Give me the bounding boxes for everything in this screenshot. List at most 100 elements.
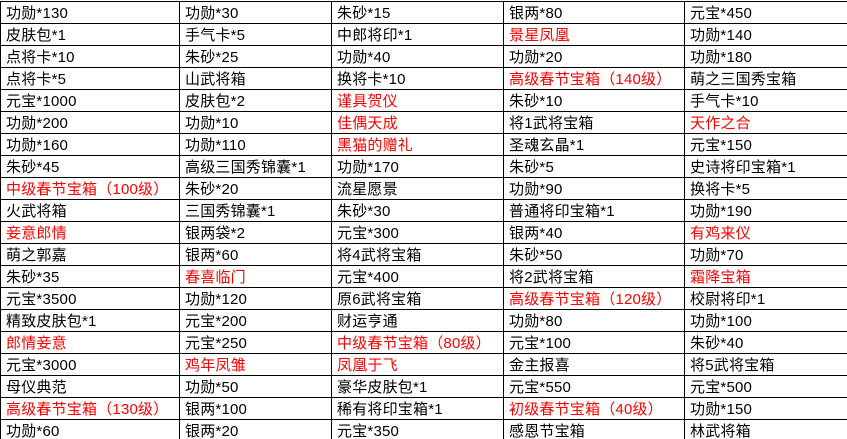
table-cell[interactable]: 母仪典范 xyxy=(0,375,180,398)
table-cell[interactable]: 元宝*100 xyxy=(503,331,685,354)
table-cell[interactable]: 功勋*10 xyxy=(179,111,332,134)
table-cell[interactable]: 将5武将宝箱 xyxy=(684,353,847,376)
table-cell[interactable]: 朱砂*40 xyxy=(684,331,847,354)
table-cell[interactable]: 银两*60 xyxy=(179,243,332,266)
table-cell[interactable]: 功勋*120 xyxy=(179,287,332,310)
table-cell[interactable]: 朱砂*45 xyxy=(0,155,180,178)
table-cell[interactable]: 功勋*90 xyxy=(503,177,685,200)
table-cell[interactable]: 元宝*3000 xyxy=(0,353,180,376)
table-cell[interactable]: 银两*100 xyxy=(179,397,332,420)
table-cell[interactable]: 妾意郎情 xyxy=(0,221,180,244)
table-cell[interactable]: 功勋*160 xyxy=(0,133,180,156)
table-cell[interactable]: 元宝*200 xyxy=(179,309,332,332)
table-cell[interactable]: 元宝*3500 xyxy=(0,287,180,310)
table-cell[interactable]: 元宝*350 xyxy=(331,419,504,439)
table-cell[interactable]: 高级春节宝箱（130级） xyxy=(0,397,180,420)
table-cell[interactable]: 功勋*50 xyxy=(179,375,332,398)
table-cell[interactable]: 财运亨通 xyxy=(331,309,504,332)
table-cell[interactable]: 中郎将印*1 xyxy=(331,23,504,46)
table-cell[interactable]: 元宝*500 xyxy=(684,375,847,398)
table-cell[interactable]: 功勋*20 xyxy=(503,45,685,68)
table-cell[interactable]: 换将卡*10 xyxy=(331,67,504,90)
table-cell[interactable]: 普通将印宝箱*1 xyxy=(503,199,685,222)
table-cell[interactable]: 功勋*30 xyxy=(179,1,332,24)
table-cell[interactable]: 银两*20 xyxy=(179,419,332,439)
table-cell[interactable]: 郎情妾意 xyxy=(0,331,180,354)
table-cell[interactable]: 点将卡*5 xyxy=(0,67,180,90)
table-cell[interactable]: 黑猫的赠礼 xyxy=(331,133,504,156)
table-cell[interactable]: 皮肤包*1 xyxy=(0,23,180,46)
table-cell[interactable]: 功勋*150 xyxy=(684,397,847,420)
table-cell[interactable]: 皮肤包*2 xyxy=(179,89,332,112)
table-cell[interactable]: 功勋*140 xyxy=(684,23,847,46)
table-cell[interactable]: 银两袋*2 xyxy=(179,221,332,244)
table-cell[interactable]: 景星凤凰 xyxy=(503,23,685,46)
table-cell[interactable]: 银两*80 xyxy=(503,1,685,24)
table-cell[interactable]: 鸡年凤雏 xyxy=(179,353,332,376)
table-cell[interactable]: 元宝*250 xyxy=(179,331,332,354)
table-cell[interactable]: 元宝*300 xyxy=(331,221,504,244)
table-cell[interactable]: 功勋*40 xyxy=(331,45,504,68)
table-cell[interactable]: 功勋*190 xyxy=(684,199,847,222)
table-cell[interactable]: 元宝*1000 xyxy=(0,89,180,112)
table-cell[interactable]: 将4武将宝箱 xyxy=(331,243,504,266)
table-cell[interactable]: 功勋*100 xyxy=(684,309,847,332)
table-cell[interactable]: 朱砂*5 xyxy=(503,155,685,178)
table-cell[interactable]: 中级春节宝箱（100级） xyxy=(0,177,180,200)
table-cell[interactable]: 火武将箱 xyxy=(0,199,180,222)
table-cell[interactable]: 将1武将宝箱 xyxy=(503,111,685,134)
table-cell[interactable]: 元宝*550 xyxy=(503,375,685,398)
table-cell[interactable]: 精致皮肤包*1 xyxy=(0,309,180,332)
table-cell[interactable]: 高级春节宝箱（140级） xyxy=(503,67,685,90)
table-cell[interactable]: 史诗将印宝箱*1 xyxy=(684,155,847,178)
table-cell[interactable]: 佳偶天成 xyxy=(331,111,504,134)
table-cell[interactable]: 稀有将印宝箱*1 xyxy=(331,397,504,420)
table-cell[interactable]: 校尉将印*1 xyxy=(684,287,847,310)
table-cell[interactable]: 点将卡*10 xyxy=(0,45,180,68)
table-cell[interactable]: 天作之合 xyxy=(684,111,847,134)
table-cell[interactable]: 朱砂*50 xyxy=(503,243,685,266)
table-cell[interactable]: 功勋*130 xyxy=(0,1,180,24)
table-cell[interactable]: 山武将箱 xyxy=(179,67,332,90)
table-cell[interactable]: 豪华皮肤包*1 xyxy=(331,375,504,398)
table-cell[interactable]: 功勋*180 xyxy=(684,45,847,68)
table-cell[interactable]: 初级春节宝箱（40级） xyxy=(503,397,685,420)
table-cell[interactable]: 萌之三国秀宝箱 xyxy=(684,67,847,90)
table-cell[interactable]: 朱砂*30 xyxy=(331,199,504,222)
table-cell[interactable]: 金主报喜 xyxy=(503,353,685,376)
table-cell[interactable]: 朱砂*10 xyxy=(503,89,685,112)
table-cell[interactable]: 元宝*450 xyxy=(684,1,847,24)
table-cell[interactable]: 功勋*70 xyxy=(684,243,847,266)
table-cell[interactable]: 手气卡*5 xyxy=(179,23,332,46)
table-cell[interactable]: 手气卡*10 xyxy=(684,89,847,112)
table-cell[interactable]: 功勋*110 xyxy=(179,133,332,156)
table-cell[interactable]: 将2武将宝箱 xyxy=(503,265,685,288)
table-cell[interactable]: 高级三国秀锦囊*1 xyxy=(179,155,332,178)
table-cell[interactable]: 元宝*150 xyxy=(684,133,847,156)
table-cell[interactable]: 三国秀锦囊*1 xyxy=(179,199,332,222)
table-cell[interactable]: 林武将箱 xyxy=(684,419,847,439)
table-cell[interactable]: 有鸡来仪 xyxy=(684,221,847,244)
table-cell[interactable]: 高级春节宝箱（120级） xyxy=(503,287,685,310)
table-cell[interactable]: 感恩节宝箱 xyxy=(503,419,685,439)
table-cell[interactable]: 凤凰于飞 xyxy=(331,353,504,376)
table-cell[interactable]: 银两*40 xyxy=(503,221,685,244)
table-cell[interactable]: 霜降宝箱 xyxy=(684,265,847,288)
table-cell[interactable]: 圣魂玄晶*1 xyxy=(503,133,685,156)
table-cell[interactable]: 春喜临门 xyxy=(179,265,332,288)
table-cell[interactable]: 萌之郭嘉 xyxy=(0,243,180,266)
table-cell[interactable]: 元宝*400 xyxy=(331,265,504,288)
table-cell[interactable]: 功勋*80 xyxy=(503,309,685,332)
table-cell[interactable]: 朱砂*35 xyxy=(0,265,180,288)
table-cell[interactable]: 功勋*170 xyxy=(331,155,504,178)
table-cell[interactable]: 朱砂*15 xyxy=(331,1,504,24)
table-cell[interactable]: 原6武将宝箱 xyxy=(331,287,504,310)
table-cell[interactable]: 朱砂*25 xyxy=(179,45,332,68)
table-cell[interactable]: 换将卡*5 xyxy=(684,177,847,200)
table-cell[interactable]: 流星愿景 xyxy=(331,177,504,200)
table-cell[interactable]: 朱砂*20 xyxy=(179,177,332,200)
table-cell[interactable]: 功勋*60 xyxy=(0,419,180,439)
table-cell[interactable]: 功勋*200 xyxy=(0,111,180,134)
table-cell[interactable]: 谨具贺仪 xyxy=(331,89,504,112)
table-cell[interactable]: 中级春节宝箱（80级） xyxy=(331,331,504,354)
